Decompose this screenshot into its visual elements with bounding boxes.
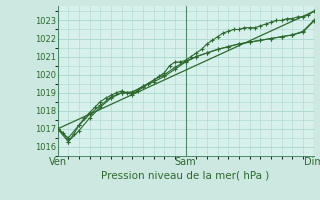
X-axis label: Pression niveau de la mer( hPa ): Pression niveau de la mer( hPa ) [101,170,270,180]
